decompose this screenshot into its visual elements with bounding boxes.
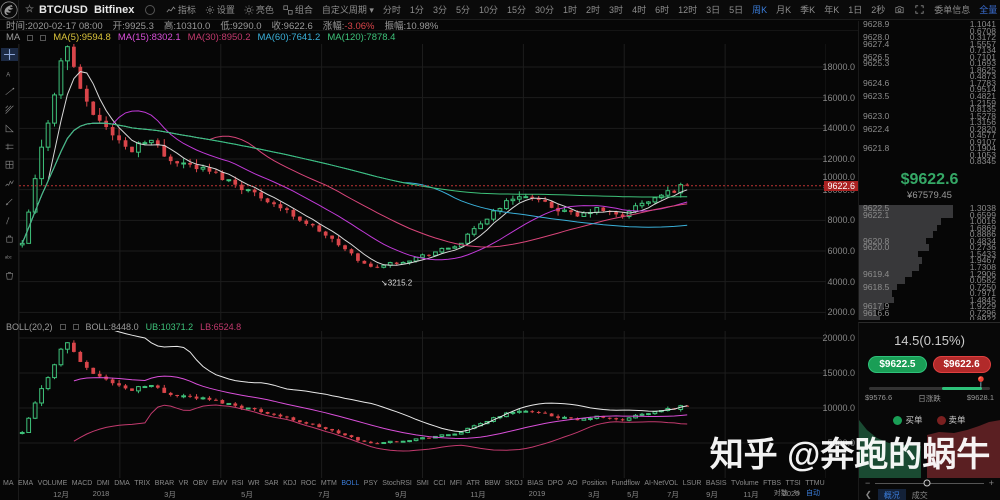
- svg-text:abc: abc: [4, 255, 12, 260]
- svg-text:A: A: [6, 72, 10, 78]
- svg-text:↘: ↘: [381, 278, 388, 287]
- svg-text:3215.2: 3215.2: [388, 278, 413, 287]
